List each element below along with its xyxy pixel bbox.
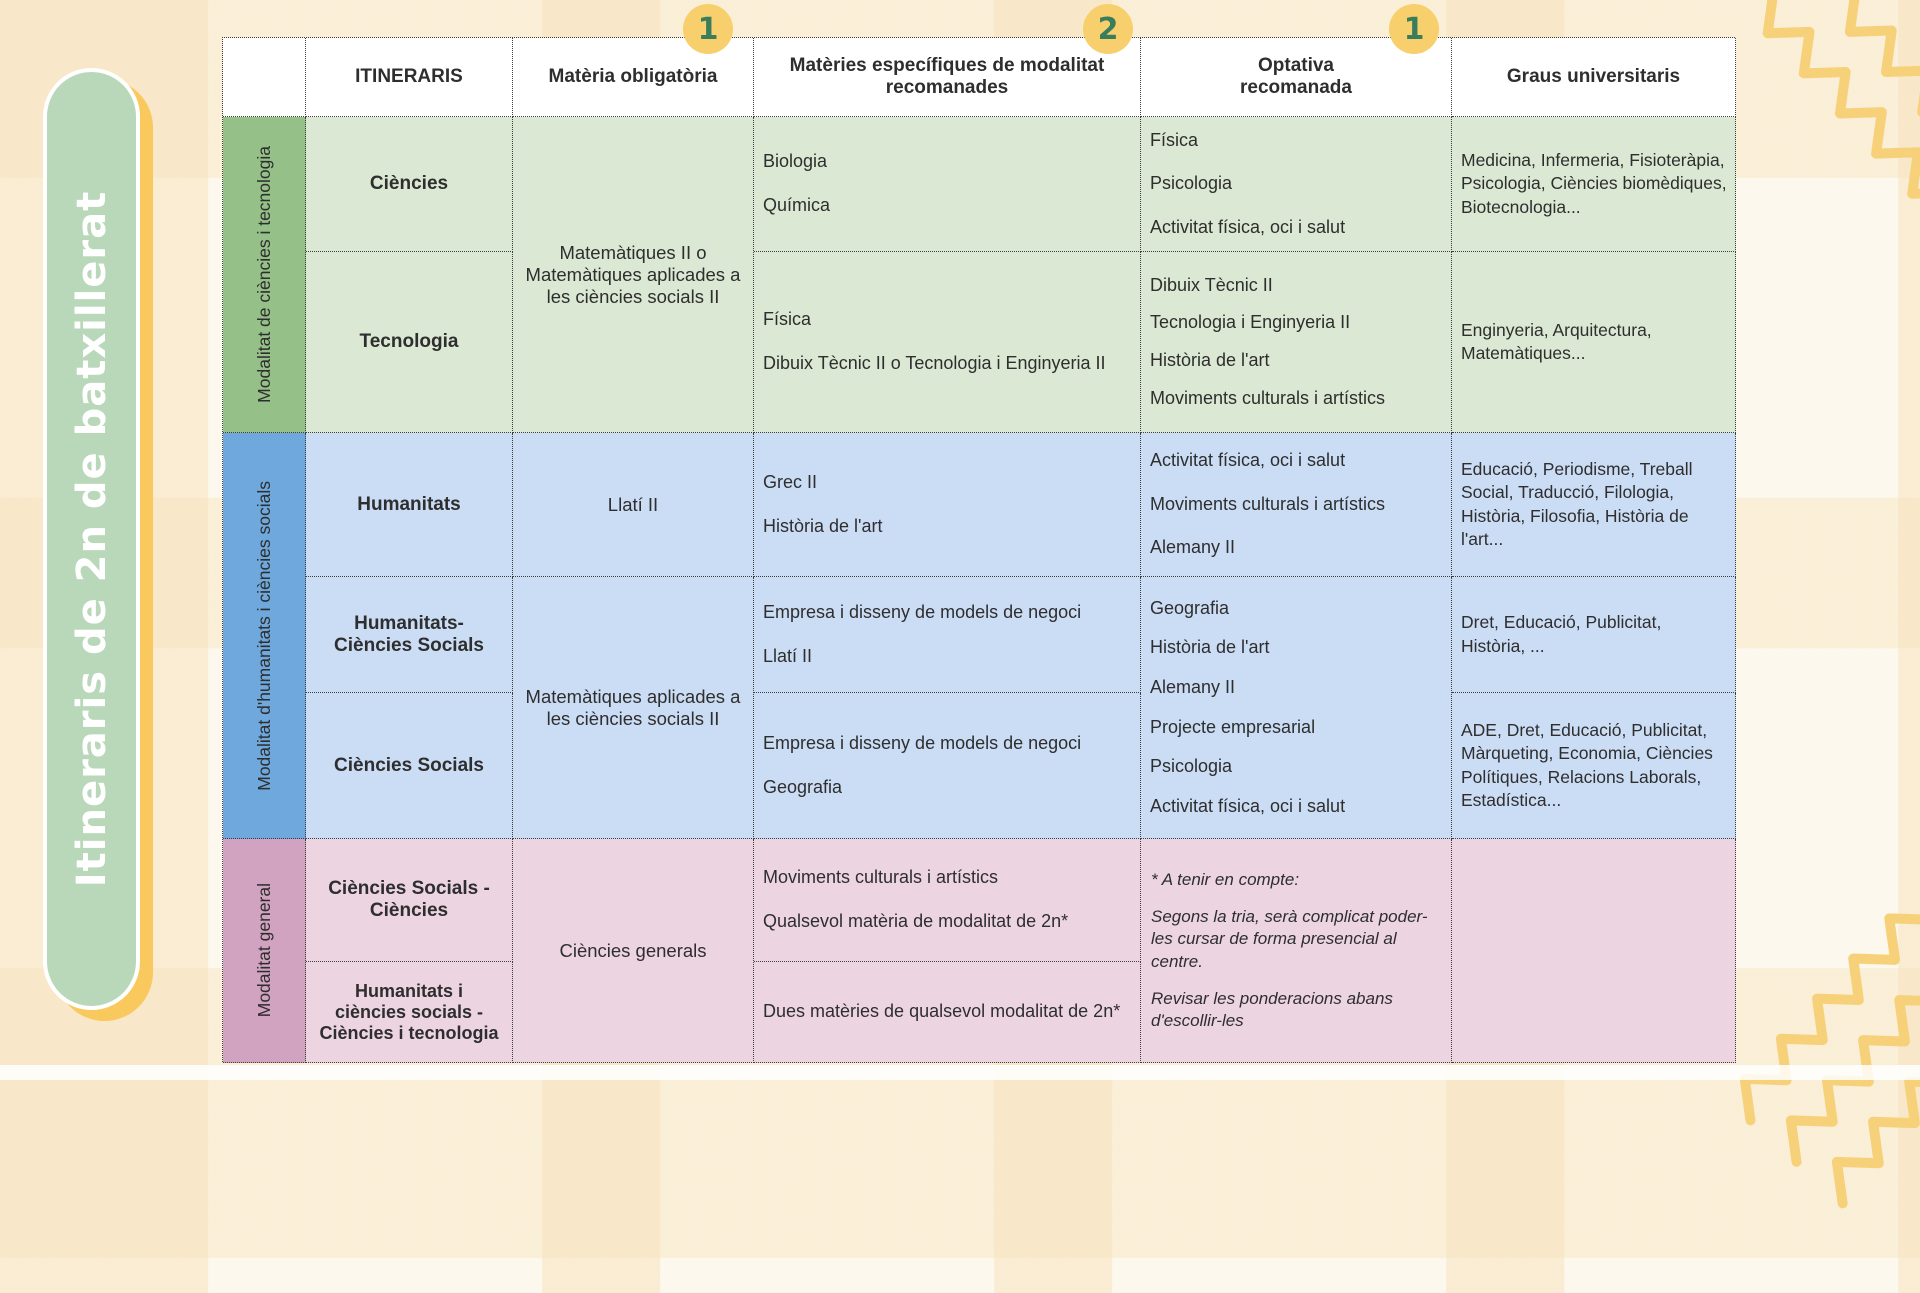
cell-blue-optativa-shared: Geografia Història de l'art Alemany II P… <box>1141 577 1452 839</box>
itinerary-humanitats-cs-ciencies-tecnologia: Humanitats i ciències socials - Ciències… <box>306 962 513 1063</box>
list-item: Qualsevol matèria de modalitat de 2n* <box>763 911 1069 931</box>
cell-ciencies-graus: Medicina, Infermeria, Fisioteràpia, Psic… <box>1452 117 1736 252</box>
itineraries-table: 1 2 1 ITINERARIS Matèria obligatòria Mat… <box>222 4 1736 1063</box>
cell-humanitats-graus: Educació, Periodisme, Treball Social, Tr… <box>1452 433 1736 577</box>
banner-pill <box>43 68 140 1010</box>
cell-humanitats-cs-ct-especifiques: Dues matèries de qualsevol modalitat de … <box>754 962 1141 1063</box>
title-banner: Itineraris de 2n de batxillerat <box>43 68 153 1021</box>
note-line: * A tenir en compte: <box>1151 870 1300 890</box>
cell-humanitats-obligatoria: Llatí II <box>513 433 754 577</box>
header-materies-especifiques: Matèries específiques de modalitat recom… <box>754 38 1141 117</box>
cell-humanitats-optativa: Activitat física, oci i salut Moviments … <box>1141 433 1452 577</box>
list-item: Química <box>763 195 831 215</box>
list-item: Tecnologia i Enginyeria II <box>1150 312 1351 333</box>
itinerary-cs-ciencies: Ciències Socials - Ciències <box>306 839 513 962</box>
cell-humanitats-especifiques: Grec II Història de l'art <box>754 433 1141 577</box>
page-title: Itineraris de 2n de batxillerat <box>68 190 115 888</box>
list-item: Activitat física, oci i salut <box>1150 795 1346 816</box>
list-item: Geografia <box>763 776 843 797</box>
count-badge-obligatoria: 1 <box>683 4 733 54</box>
list-item: Moviments culturals i artístics <box>1150 493 1386 514</box>
list-item: Psicologia <box>1150 756 1233 777</box>
cell-humanitats-cs-especifiques: Empresa i disseny de models de negoci Ll… <box>754 577 1141 693</box>
cell-green-obligatoria: Matemàtiques II o Matemàtiques aplicades… <box>513 117 754 433</box>
list-item: Biologia <box>763 151 828 172</box>
itinerary-humanitats: Humanitats <box>306 433 513 577</box>
note-line: Segons la tria, serà complicat poder-les… <box>1151 907 1428 971</box>
cell-ciencies-socials-especifiques: Empresa i disseny de models de negoci Ge… <box>754 693 1141 839</box>
list-item: Activitat física, oci i salut <box>1150 216 1346 237</box>
list-item: Geografia <box>1150 597 1230 618</box>
bottom-strip <box>0 1065 1920 1080</box>
cell-ciencies-socials-graus: ADE, Dret, Educació, Publicitat, Màrquet… <box>1452 693 1736 839</box>
header-itineraris: ITINERARIS <box>306 38 513 117</box>
cell-tecnologia-especifiques: Física Dibuix Tècnic II o Tecnologia i E… <box>754 252 1141 433</box>
modality-label-humanitats-socials: Modalitat d'humanitats i ciències social… <box>223 433 306 839</box>
list-item: Grec II <box>763 471 818 492</box>
cell-tecnologia-graus: Enginyeria, Arquitectura, Matemàtiques..… <box>1452 252 1736 433</box>
cell-ciencies-optativa: Física Psicologia Activitat física, oci … <box>1141 117 1452 252</box>
note-line: Revisar les ponderacions abans d'escolli… <box>1151 988 1393 1030</box>
count-badge-optativa: 1 <box>1389 4 1439 54</box>
header-optativa: Optativa recomanada <box>1240 55 1352 98</box>
list-item: Alemany II <box>1150 676 1236 697</box>
list-item: Projecte empresarial <box>1150 716 1316 737</box>
cell-humanitats-cs-graus: Dret, Educació, Publicitat, Història, ..… <box>1452 577 1736 693</box>
header-graus-universitaris: Graus universitaris <box>1452 38 1736 117</box>
zigzag-decoration-icon <box>1726 0 1920 239</box>
list-item: Dibuix Tècnic II <box>1150 274 1273 295</box>
count-badge-especifiques: 2 <box>1083 4 1133 54</box>
cell-tecnologia-optativa: Dibuix Tècnic II Tecnologia i Enginyeria… <box>1141 252 1452 433</box>
cell-pink-note: * A tenir en compte: Segons la tria, ser… <box>1141 839 1452 1063</box>
list-item: Activitat física, oci i salut <box>1150 450 1346 471</box>
cell-blue-obligatoria-shared: Matemàtiques aplicades a les ciències so… <box>513 577 754 839</box>
list-item: Alemany II <box>1150 537 1236 558</box>
itinerary-ciencies: Ciències <box>306 117 513 252</box>
list-item: Física <box>763 309 812 330</box>
cell-pink-obligatoria: Ciències generals <box>513 839 754 1063</box>
header-blank <box>223 38 306 117</box>
list-item: Història de l'art <box>763 515 883 536</box>
list-item: Moviments culturals i artístics <box>1150 387 1386 408</box>
itinerary-humanitats-ciencies-socials: Humanitats-Ciències Socials <box>306 577 513 693</box>
list-item: Física <box>1150 129 1199 150</box>
cell-cs-ciencies-especifiques: Moviments culturals i artístics Qualsevo… <box>754 839 1141 962</box>
list-item: Història de l'art <box>1150 637 1270 658</box>
list-item: Història de l'art <box>1150 350 1270 370</box>
modality-label-ciencies-tecnologia: Modalitat de ciències i tecnologia <box>223 117 306 433</box>
list-item: Empresa i disseny de models de negoci <box>763 601 1082 622</box>
slide: { "banner": { "title": "Itineraris de 2n… <box>0 0 1920 1209</box>
itinerary-ciencies-socials: Ciències Socials <box>306 693 513 839</box>
cell-pink-graus-empty <box>1452 839 1736 1063</box>
list-item: Llatí II <box>763 645 813 666</box>
list-item: Moviments culturals i artístics <box>763 867 999 888</box>
itinerary-tecnologia: Tecnologia <box>306 252 513 433</box>
list-item: Dues matèries de qualsevol modalitat de … <box>763 1001 1121 1022</box>
list-item: Dibuix Tècnic II o Tecnologia i Enginyer… <box>763 353 1106 373</box>
list-item: Empresa i disseny de models de negoci <box>763 732 1082 753</box>
cell-ciencies-especifiques: Biologia Química <box>754 117 1141 252</box>
list-item: Psicologia <box>1150 173 1233 194</box>
modality-label-general: Modalitat general <box>223 839 306 1063</box>
